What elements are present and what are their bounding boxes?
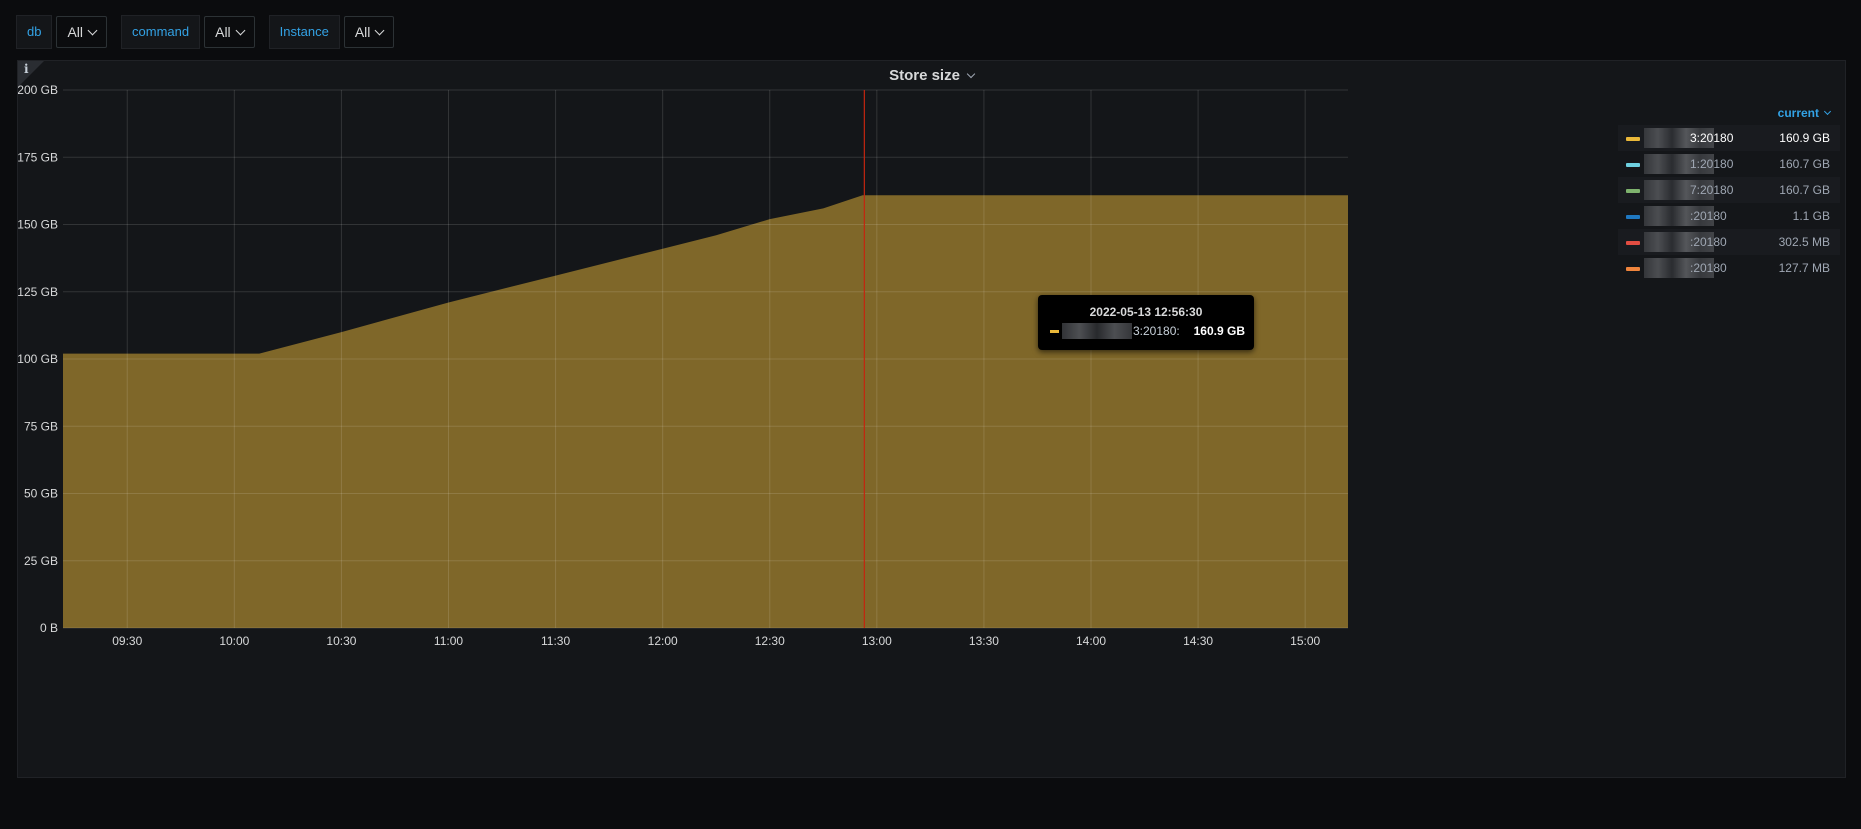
legend: current 3:20180 160.9 GB 1:20180 160.7 GB 7:…	[1618, 101, 1840, 281]
legend-series-name: :20180	[1690, 235, 1727, 249]
legend-redacted-host	[1644, 258, 1714, 278]
y-tick-label: 125 GB	[18, 285, 58, 299]
x-tick-label: 13:00	[862, 634, 892, 648]
x-tick-label: 11:30	[541, 634, 570, 648]
legend-redacted-host	[1644, 180, 1714, 200]
legend-series-name: 3:20180	[1690, 131, 1734, 145]
chevron-down-icon	[374, 25, 385, 35]
legend-rows: 3:20180 160.9 GB 1:20180 160.7 GB 7:20180 160…	[1618, 125, 1840, 281]
legend-item[interactable]: :20180 1.1 GB	[1618, 203, 1840, 229]
legend-swatch[interactable]	[1626, 267, 1640, 271]
y-tick-label: 150 GB	[18, 218, 58, 232]
panel-corner	[18, 61, 44, 87]
legend-swatch[interactable]	[1626, 215, 1640, 219]
legend-swatch[interactable]	[1626, 241, 1640, 245]
x-tick-label: 10:30	[326, 634, 356, 648]
variable-instance: Instance All	[268, 15, 395, 49]
store-size-panel: i Store size 0 B 25 GB 50 GB 75 GB 100 GB 125…	[17, 60, 1846, 778]
x-tick-label: 11:00	[434, 634, 463, 648]
legend-series-value: 302.5 MB	[1778, 235, 1830, 249]
y-tick-label: 0 B	[40, 621, 58, 635]
variable-label: db	[16, 15, 53, 49]
x-tick-label: 13:30	[969, 634, 999, 648]
legend-series-name: :20180	[1690, 209, 1727, 223]
legend-series-name: :20180	[1690, 261, 1727, 275]
panel-title[interactable]: Store size	[18, 67, 1845, 84]
legend-series-value: 127.7 MB	[1778, 261, 1830, 275]
panel-title-text: Store size	[889, 67, 960, 84]
legend-series-value: 160.9 GB	[1779, 131, 1830, 145]
variable-value: All	[215, 24, 231, 40]
variable-select[interactable]: All	[204, 16, 255, 48]
legend-item[interactable]: :20180 127.7 MB	[1618, 255, 1840, 281]
legend-swatch[interactable]	[1626, 137, 1640, 141]
y-tick-label: 25 GB	[24, 554, 58, 568]
x-tick-label: 12:30	[755, 634, 785, 648]
y-tick-label: 100 GB	[18, 352, 58, 366]
legend-series-name: 7:20180	[1690, 183, 1734, 197]
legend-series-value: 160.7 GB	[1779, 157, 1830, 171]
variable-bar: db All command All Instance All	[16, 15, 408, 49]
variable-value: All	[354, 24, 371, 40]
legend-series-value: 160.7 GB	[1779, 183, 1830, 197]
legend-redacted-host	[1644, 154, 1714, 174]
tooltip-redacted-host	[1062, 323, 1132, 339]
legend-redacted-host	[1644, 232, 1714, 252]
legend-swatch[interactable]	[1626, 163, 1640, 167]
graph-area[interactable]: 0 B 25 GB 50 GB 75 GB 100 GB 125 GB 150 GB 175 …	[18, 61, 1618, 777]
series-area	[63, 195, 1348, 628]
legend-redacted-host	[1644, 128, 1714, 148]
chevron-down-icon	[1823, 107, 1832, 116]
variable-select[interactable]: All	[343, 16, 395, 48]
x-tick-label: 09:30	[112, 634, 142, 648]
legend-sort-current[interactable]: current	[1618, 101, 1840, 125]
y-tick-label: 200 GB	[18, 83, 58, 97]
legend-series-value: 1.1 GB	[1792, 209, 1830, 223]
tooltip-series-name: 3:20180:	[1133, 324, 1180, 338]
legend-item[interactable]: 3:20180 160.9 GB	[1618, 125, 1840, 151]
tooltip-series-swatch	[1050, 330, 1059, 333]
variable-label: Instance	[268, 15, 340, 49]
tooltip-time: 2022-05-13 12:56:30	[1089, 305, 1203, 319]
variable-command: command All	[121, 15, 255, 49]
legend-item[interactable]: 1:20180 160.7 GB	[1618, 151, 1840, 177]
info-icon[interactable]: i	[24, 62, 29, 76]
x-tick-label: 15:00	[1290, 634, 1320, 648]
y-tick-label: 175 GB	[18, 150, 58, 164]
variable-value: All	[67, 24, 84, 40]
legend-column-header: current	[1777, 106, 1819, 120]
graph-tooltip: 2022-05-13 12:56:30 3:20180: 160.9 GB	[1038, 295, 1254, 350]
legend-item[interactable]: 7:20180 160.7 GB	[1618, 177, 1840, 203]
y-tick-label: 75 GB	[24, 419, 58, 433]
y-tick-label: 50 GB	[24, 487, 58, 501]
chevron-down-icon	[87, 25, 98, 35]
legend-item[interactable]: :20180 302.5 MB	[1618, 229, 1840, 255]
x-tick-label: 14:00	[1076, 634, 1106, 648]
variable-db: db All	[16, 15, 108, 49]
x-tick-label: 10:00	[219, 634, 249, 648]
legend-swatch[interactable]	[1626, 189, 1640, 193]
legend-redacted-host	[1644, 206, 1714, 226]
variable-label: command	[121, 15, 201, 49]
legend-series-name: 1:20180	[1690, 157, 1734, 171]
x-tick-label: 12:00	[648, 634, 678, 648]
chevron-down-icon	[235, 25, 246, 35]
variable-select[interactable]: All	[56, 16, 108, 48]
x-tick-label: 14:30	[1183, 634, 1213, 648]
tooltip-value: 160.9 GB	[1193, 324, 1245, 338]
